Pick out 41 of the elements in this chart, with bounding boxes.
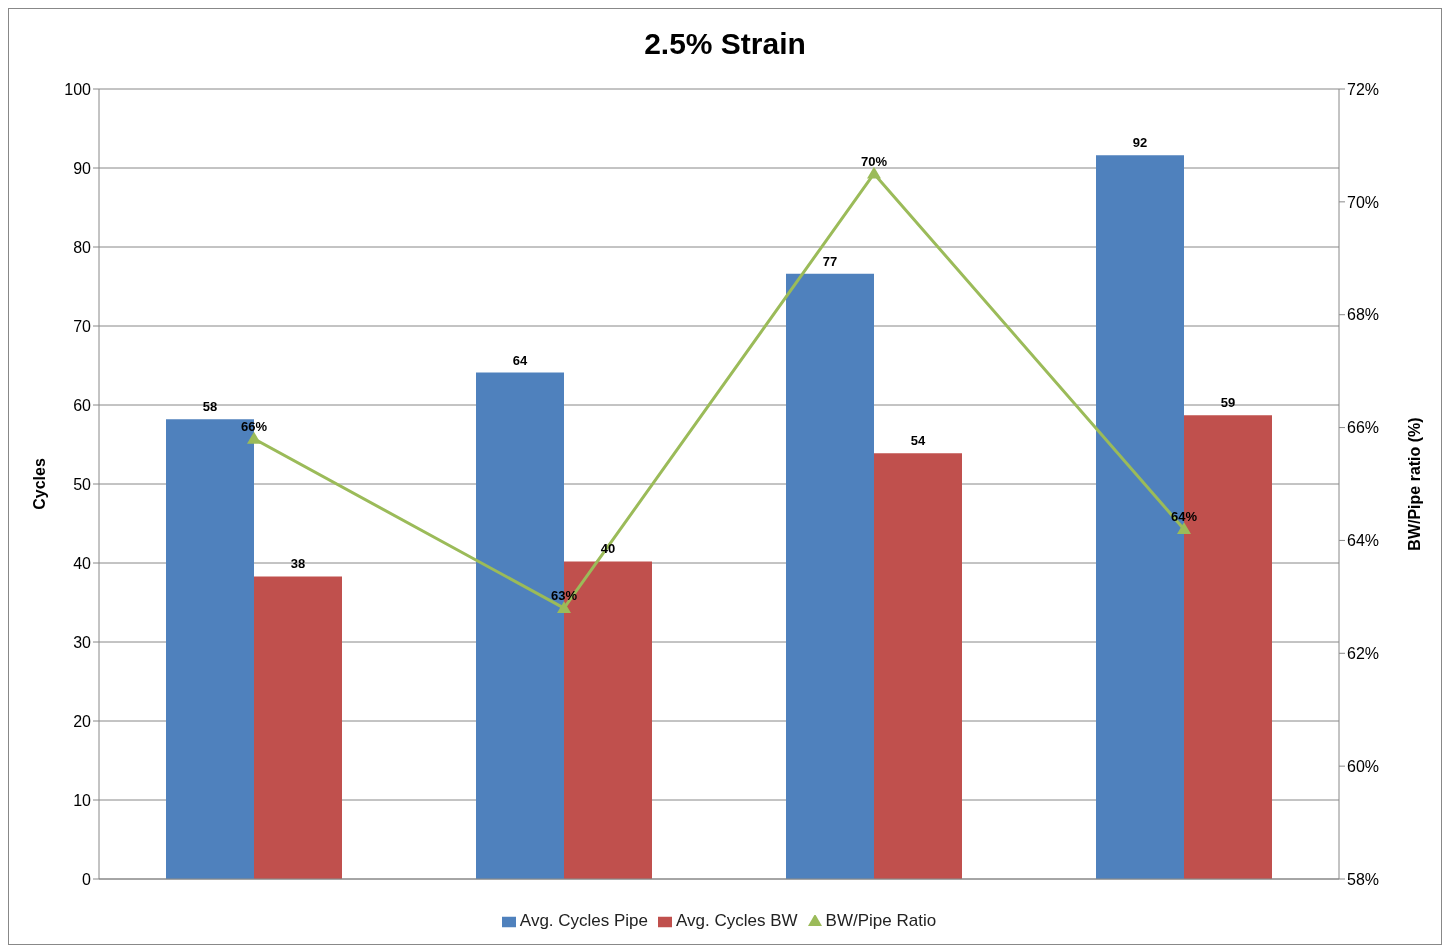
y-tick-label: 70 (73, 317, 92, 335)
point (247, 431, 261, 444)
data-label: 77 (822, 253, 838, 269)
legend-label: Avg. Cycles BW (676, 911, 798, 930)
legend-label: Avg. Cycles Pipe (519, 911, 649, 930)
y2-tick-label: 72% (1347, 80, 1380, 98)
y-tick-label: 100 (64, 80, 92, 98)
y2-tick-label: 70% (1347, 193, 1380, 211)
y2-axis-title: BW/Pipe ratio (%) (1405, 417, 1423, 551)
chart-title: 2.5% Strain (643, 26, 807, 62)
y2-tick-label: 66% (1347, 419, 1380, 437)
y-tick-label: 50 (73, 475, 92, 493)
point (867, 166, 881, 179)
y-axis-title: Cycles (30, 458, 48, 510)
data-label: 66% (240, 418, 268, 434)
y2-tick-label: 62% (1347, 644, 1380, 662)
data-label: 92 (1132, 135, 1148, 151)
bar (874, 453, 962, 879)
data-label: 58 (202, 399, 218, 415)
y-tick-label: 90 (73, 159, 92, 177)
y-tick-label: 20 (73, 712, 92, 730)
y-tick-label: 60 (73, 396, 92, 414)
y2-tick-label: 58% (1347, 870, 1380, 888)
bar (254, 576, 342, 879)
legend-label: BW/Pipe Ratio (825, 911, 937, 930)
data-label: 64 (512, 352, 528, 368)
data-label: 38 (290, 556, 306, 572)
data-label: 59 (1220, 395, 1236, 411)
y-tick-label: 30 (73, 633, 92, 651)
bar (786, 273, 874, 879)
point (557, 601, 571, 614)
y-tick-label: 10 (73, 791, 92, 809)
y-tick-label: 80 (73, 238, 92, 256)
y-tick-label: 40 (73, 554, 92, 572)
y2-tick-label: 68% (1347, 306, 1380, 324)
y-tick-label: 0 (82, 870, 92, 888)
data-label: 70% (860, 153, 888, 169)
y2-tick-label: 60% (1347, 757, 1380, 775)
y2-tick-label: 64% (1347, 532, 1380, 550)
point (1177, 522, 1191, 535)
data-label: 54 (910, 433, 926, 449)
